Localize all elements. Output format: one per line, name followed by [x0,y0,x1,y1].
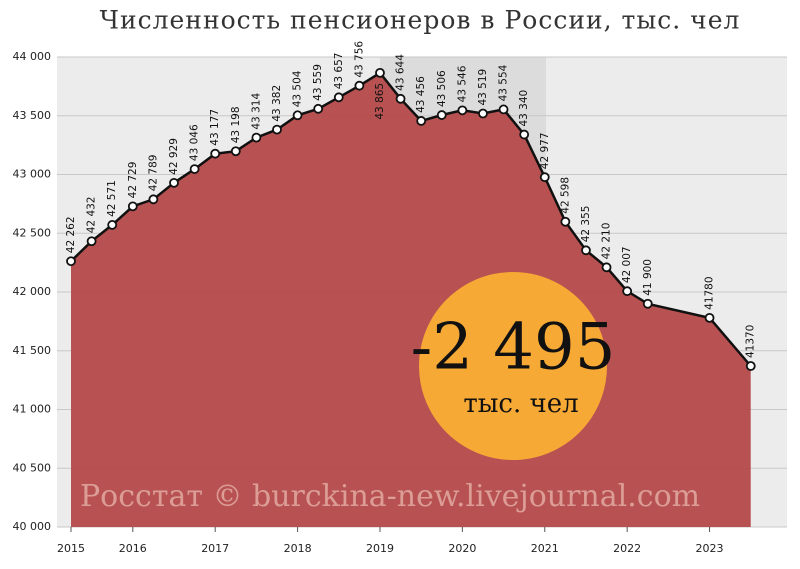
value-label: 43 657 [333,53,345,90]
point [416,116,427,126]
value-label: 43 314 [250,93,262,130]
value-label: 42 210 [601,223,613,260]
y-tick-label: 42 500 [13,226,52,239]
annotation-value: -2 495 [411,311,616,385]
value-label: 43 456 [415,76,427,113]
y-tick-label: 41 500 [13,344,52,357]
y-tick-label: 40 500 [13,461,52,474]
value-label: 43 340 [518,90,530,127]
value-label: 43 519 [477,69,489,106]
point [642,298,653,309]
annotation-unit: тыс. чел [463,389,578,419]
x-tick-label: 2021 [531,542,559,555]
value-label: 43 198 [230,106,242,143]
value-label: 41370 [745,325,757,358]
point [169,177,179,188]
value-label: 41 900 [642,259,654,296]
point [519,129,530,140]
point [189,164,200,174]
value-label: 42 598 [559,177,571,214]
value-label: 43 046 [189,124,201,161]
point [395,93,406,104]
value-label: 42 007 [621,246,633,283]
y-tick-label: 44 000 [13,50,52,63]
x-tick-label: 2019 [366,542,394,555]
value-label: 43 382 [271,85,283,122]
point [478,108,488,119]
value-label: 43 756 [353,41,365,78]
x-tick-label: 2020 [448,542,476,555]
point [251,132,262,143]
value-label: 41780 [704,276,716,309]
value-label: 43 506 [436,70,448,107]
x-tick-label: 2023 [696,542,724,555]
point [210,148,221,159]
y-tick-label: 42 000 [13,285,52,298]
value-label: 42 929 [168,138,180,175]
value-label: 43 644 [395,54,407,91]
point [704,312,715,323]
value-label: 42 729 [127,162,139,199]
y-tick-label: 43 500 [13,109,52,122]
point [272,124,282,135]
point [333,92,344,103]
point [375,67,385,78]
value-label: 42 571 [106,180,118,217]
point [313,103,324,114]
value-label: 43 554 [498,64,510,101]
point [66,256,76,267]
source: Росстат © burckina-new.livejournal.com [80,479,700,514]
value-label: 42 977 [539,132,551,169]
value-label: 43 177 [209,109,221,146]
y-tick-label: 40 000 [13,520,52,533]
point [127,201,138,212]
point [86,236,97,247]
point [354,80,365,91]
point [581,245,591,256]
value-label: 42 355 [580,206,592,243]
point [230,146,241,157]
x-tick-label: 2018 [284,542,312,555]
value-label: 43 546 [456,65,468,102]
point [622,286,633,297]
value-label: 42 789 [147,155,159,192]
value-label: 42 262 [65,216,77,253]
x-tick-label: 2016 [119,542,147,555]
value-label: 43 865 [374,83,386,120]
point [148,194,159,205]
y-tick-label: 43 000 [13,168,52,181]
y-tick-label: 41 000 [13,403,52,416]
value-label: 43 504 [292,70,304,107]
point [292,110,303,121]
x-tick-label: 2017 [201,542,229,555]
badge [419,272,607,460]
chart-title: Численность пенсионеров в России, тыс. ч… [100,6,741,35]
value-label: 42 432 [86,196,98,233]
value-label: 43 559 [312,64,324,101]
point [498,104,509,115]
point [457,105,468,116]
point [539,172,550,183]
x-tick-label: 2015 [57,542,85,555]
point [745,361,756,371]
point [107,220,118,230]
point [601,262,612,273]
point [436,110,447,120]
x-tick-label: 2022 [613,542,641,555]
point [560,216,571,227]
